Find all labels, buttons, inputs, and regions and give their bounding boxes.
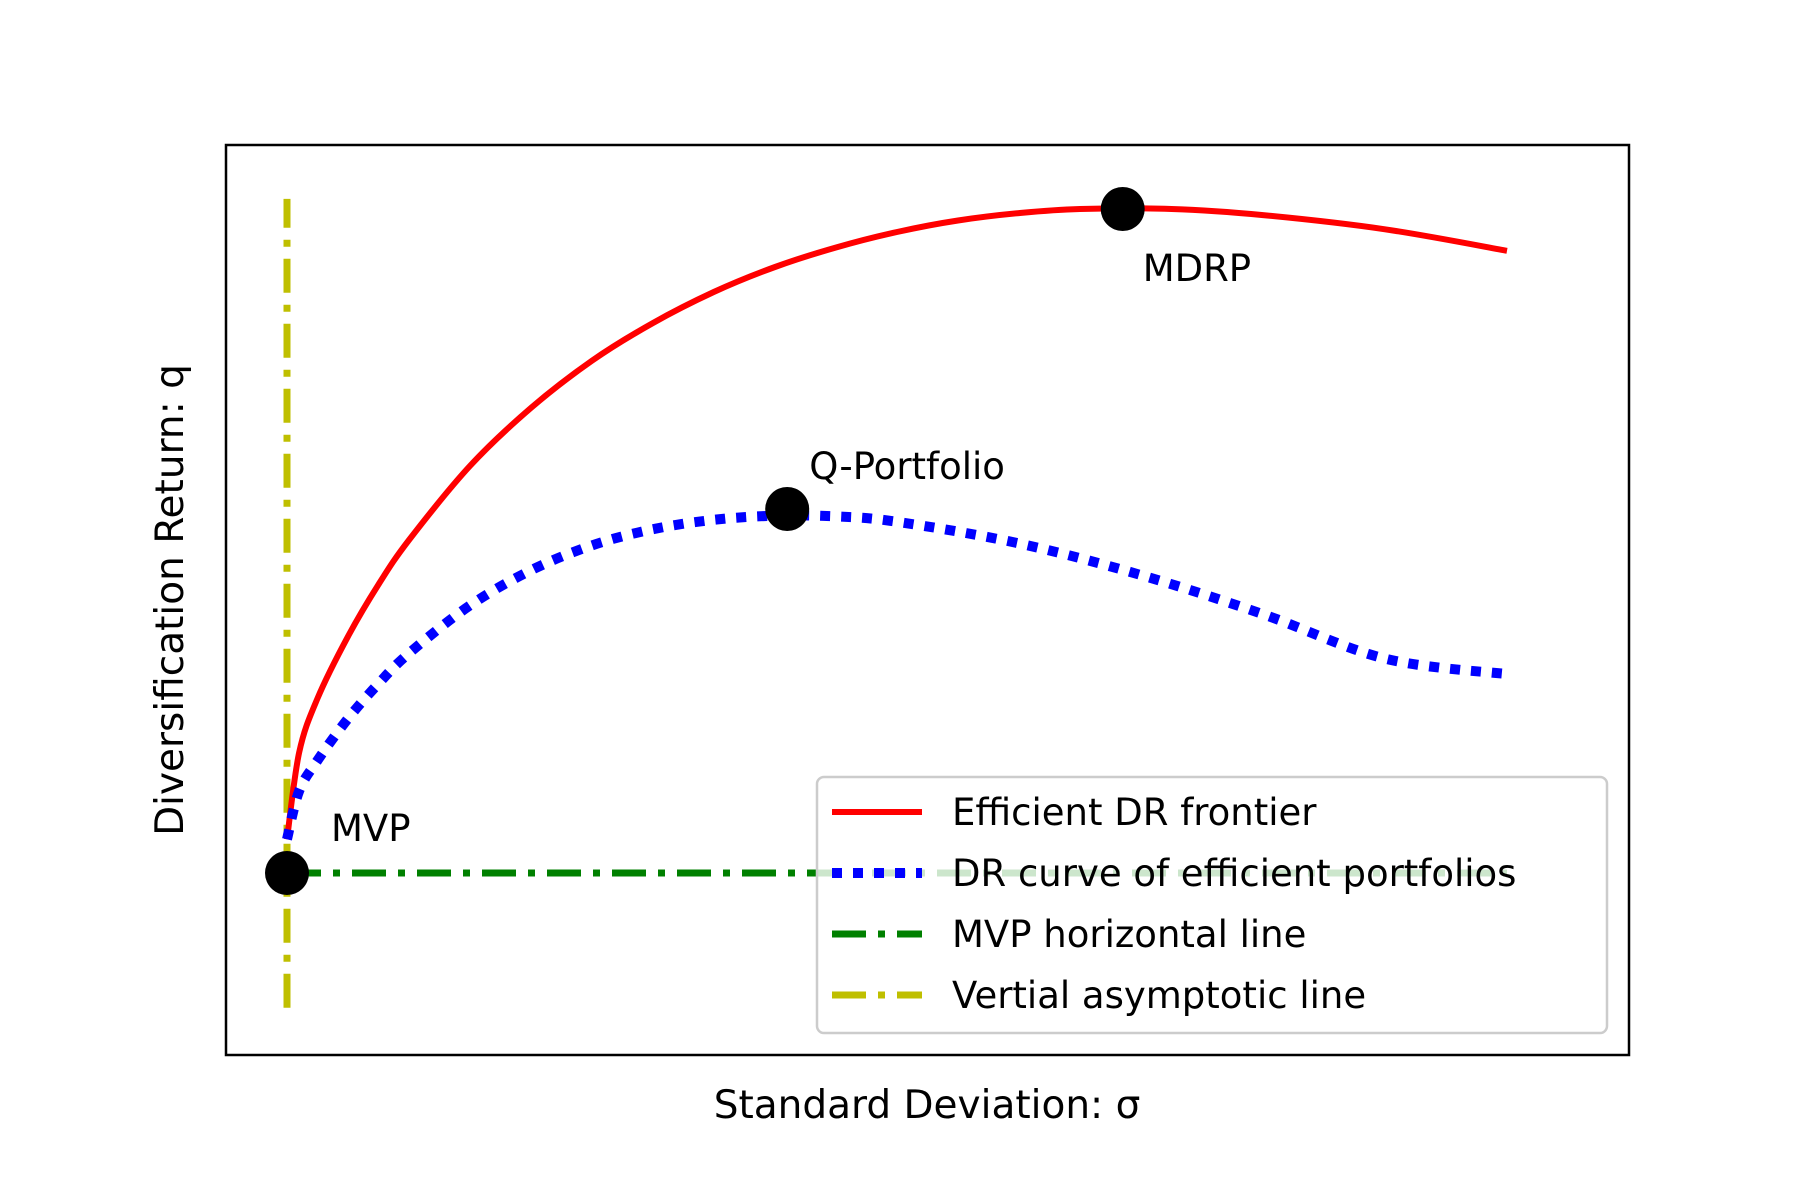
point-label-mdrp: MDRP bbox=[1143, 247, 1251, 290]
legend-label-mvp-horizontal-line: MVP horizontal line bbox=[952, 913, 1306, 956]
legend-frame bbox=[815, 775, 1609, 1035]
point-marker-mvp bbox=[265, 851, 309, 895]
series-line-dr-curve-of-efficient-portfolios bbox=[282, 510, 1508, 841]
series-line-efficient-dr-frontier bbox=[284, 205, 1508, 840]
legend-label-dr-curve-of-efficient-portfolios: DR curve of efficient portfolios bbox=[952, 852, 1516, 895]
x-axis-label: Standard Deviation: σ bbox=[714, 1083, 1141, 1128]
plot-frame bbox=[224, 143, 1631, 1057]
legend-label-efficient-dr-frontier: Efficient DR frontier bbox=[952, 791, 1317, 834]
points-layer: MVP Q-Portfolio MDRP bbox=[265, 187, 1251, 895]
point-label-q-portfolio: Q-Portfolio bbox=[809, 445, 1005, 488]
point-marker-q-portfolio bbox=[765, 487, 810, 531]
point-label-mvp: MVP bbox=[331, 807, 411, 850]
legend: Efficient DR frontier DR curve of efficie… bbox=[815, 775, 1609, 1035]
legend-items: Efficient DR frontier DR curve of efficie… bbox=[832, 791, 1516, 1017]
point-marker-mdrp bbox=[1100, 187, 1145, 231]
legend-label-vertial-asymptotic-line: Vertial asymptotic line bbox=[952, 974, 1366, 1017]
y-axis-label: Diversification Return: q bbox=[148, 364, 193, 836]
